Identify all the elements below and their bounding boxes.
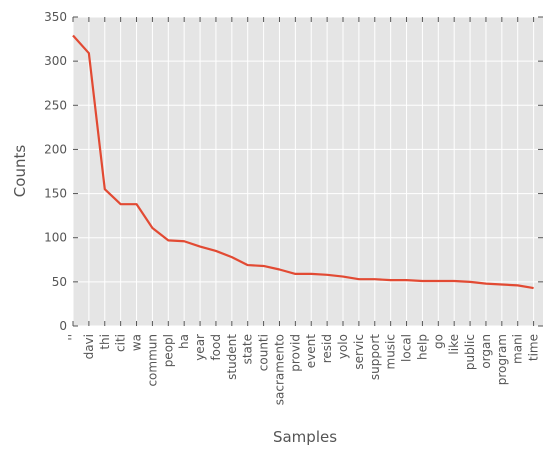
plot-background [73, 17, 543, 326]
data-point [358, 278, 360, 280]
data-point [501, 284, 503, 286]
y-tick-label: 50 [52, 275, 67, 289]
x-tick-label: resid [320, 334, 334, 363]
axis-ticks [72, 16, 543, 327]
x-tick-label: music [384, 334, 398, 369]
x-tick-label: citi [114, 334, 128, 352]
y-tick-label: 0 [59, 319, 67, 333]
x-tick-label: food [209, 334, 223, 361]
data-point [294, 273, 296, 275]
x-tick-label: local [400, 334, 414, 362]
x-tick-label: year [193, 334, 207, 361]
x-tick-label: organ [479, 334, 493, 369]
data-point [326, 274, 328, 276]
data-point [167, 239, 169, 241]
data-point [120, 203, 122, 205]
data-point [485, 283, 487, 285]
data-point [183, 240, 185, 242]
x-tick-label: time [527, 334, 541, 361]
data-point [342, 276, 344, 278]
tick-labels: 0 50 100 150 200 250 300 350 '' davi thi citi wa comm… [44, 10, 541, 405]
x-tick-label: ha [177, 334, 191, 349]
x-tick-label: davi [82, 334, 96, 359]
data-point [310, 273, 312, 275]
data-point [421, 280, 423, 282]
y-axis-label: Counts [11, 145, 29, 198]
data-point [88, 52, 90, 54]
x-tick-label: sacramento [272, 334, 286, 405]
x-tick-label: counti [257, 334, 271, 371]
data-point [247, 264, 249, 266]
x-tick-label: like [447, 334, 461, 355]
data-point [374, 278, 376, 280]
y-tick-label: 200 [44, 142, 67, 156]
x-axis-label: Samples [273, 428, 337, 446]
x-tick-label: provid [288, 334, 302, 372]
x-tick-label: peopl [161, 334, 175, 367]
x-tick-label: commun [145, 334, 159, 387]
data-point [104, 188, 106, 190]
x-tick-label: support [368, 334, 382, 380]
data-point [72, 35, 74, 37]
x-tick-label: '' [66, 334, 80, 341]
data-point [469, 281, 471, 283]
data-point [533, 287, 535, 289]
data-point [278, 268, 280, 270]
data-point [263, 265, 265, 267]
x-tick-label: student [225, 334, 239, 380]
data-point [199, 246, 201, 248]
y-tick-label: 250 [44, 98, 67, 112]
data-point [231, 256, 233, 258]
data-point [215, 250, 217, 252]
x-tick-label: public [463, 334, 477, 370]
data-point [406, 279, 408, 281]
series-layer [72, 34, 535, 290]
x-tick-label: program [495, 334, 509, 385]
data-point [390, 279, 392, 281]
x-tick-label: state [241, 334, 255, 364]
x-tick-label: help [415, 334, 429, 360]
x-tick-label: event [304, 334, 318, 368]
x-tick-label: wa [130, 334, 144, 351]
x-tick-label: yolo [336, 334, 350, 359]
x-tick-label: thi [98, 334, 112, 350]
y-tick-label: 300 [44, 54, 67, 68]
data-point [453, 280, 455, 282]
data-point [437, 280, 439, 282]
data-point [151, 227, 153, 229]
series-line [72, 34, 534, 290]
y-tick-label: 350 [44, 10, 67, 24]
x-tick-label: mani [511, 334, 525, 364]
x-tick-label: servic [352, 334, 366, 370]
y-tick-label: 100 [44, 231, 67, 245]
x-tick-label: go [431, 334, 445, 349]
data-point [517, 284, 519, 286]
y-tick-label: 150 [44, 187, 67, 201]
data-point [136, 203, 138, 205]
